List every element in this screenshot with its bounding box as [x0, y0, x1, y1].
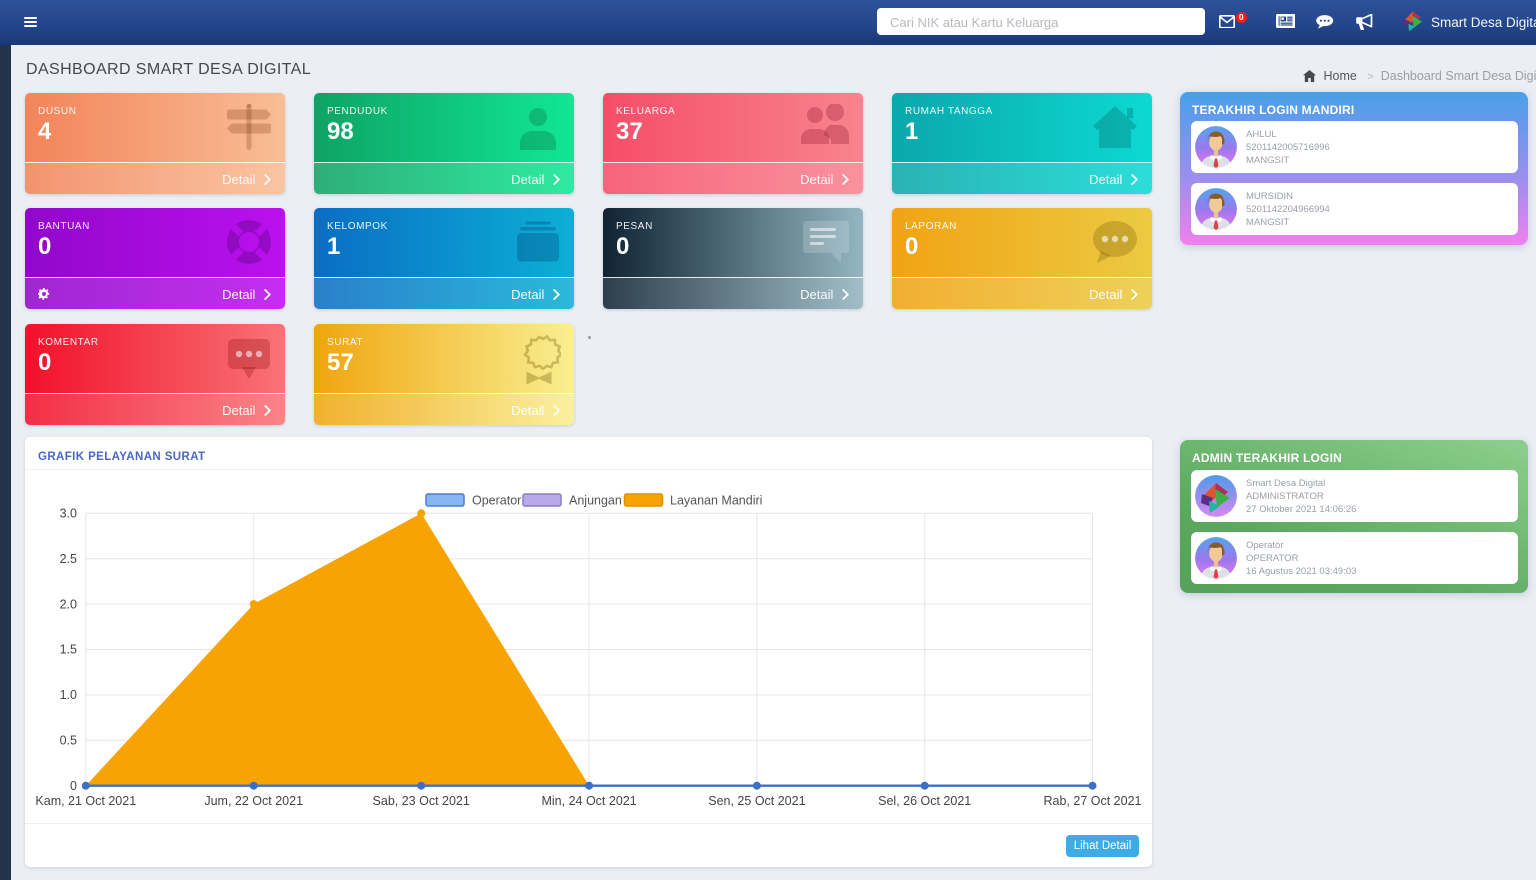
- svg-text:Kam, 21 Oct 2021: Kam, 21 Oct 2021: [35, 794, 136, 808]
- svg-text:Sen, 25 Oct 2021: Sen, 25 Oct 2021: [708, 794, 805, 808]
- svg-text:Sab, 23 Oct 2021: Sab, 23 Oct 2021: [373, 794, 470, 808]
- svg-text:1.5: 1.5: [60, 643, 77, 657]
- svg-text:3.0: 3.0: [60, 507, 77, 521]
- svg-text:Anjungan: Anjungan: [569, 494, 622, 508]
- svg-text:1.0: 1.0: [60, 688, 77, 702]
- svg-text:0: 0: [70, 779, 77, 793]
- svg-text:Min, 24 Oct 2021: Min, 24 Oct 2021: [541, 794, 636, 808]
- svg-text:Rab, 27 Oct 2021: Rab, 27 Oct 2021: [1044, 794, 1142, 808]
- svg-text:Sel, 26 Oct 2021: Sel, 26 Oct 2021: [878, 794, 971, 808]
- svg-text:2.5: 2.5: [60, 552, 77, 566]
- svg-text:Layanan Mandiri: Layanan Mandiri: [670, 494, 762, 508]
- svg-text:Jum, 22 Oct 2021: Jum, 22 Oct 2021: [204, 794, 303, 808]
- svg-text:2.0: 2.0: [60, 597, 77, 611]
- svg-text:0.5: 0.5: [60, 734, 77, 748]
- svg-text:Operator: Operator: [472, 494, 521, 508]
